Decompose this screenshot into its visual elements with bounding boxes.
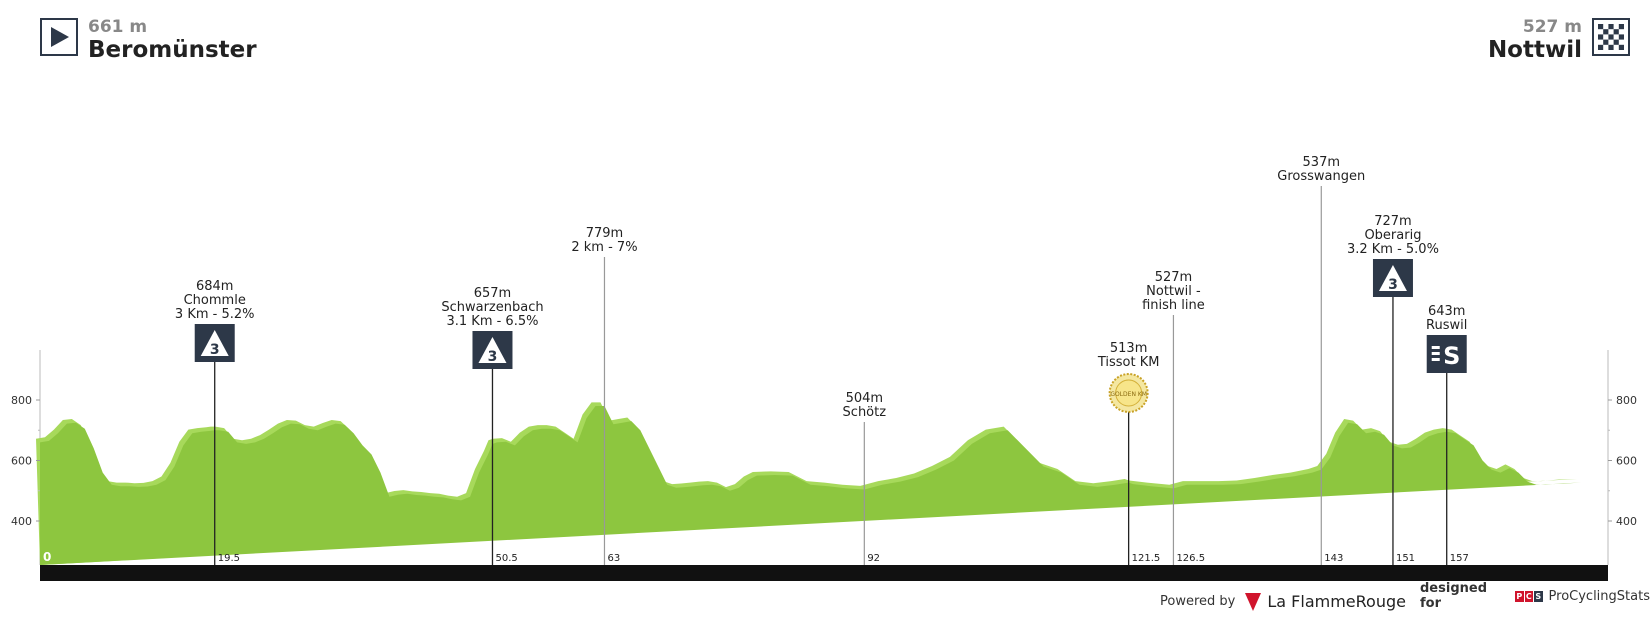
distance-label-3: 63	[607, 553, 620, 564]
sprint-letter-8: S	[1443, 342, 1460, 370]
distance-label-5: 121.5	[1132, 553, 1161, 564]
kom-category-0: 3	[210, 342, 220, 358]
flamme-rouge-icon	[1245, 592, 1262, 611]
summit-label-3-0: 504m	[846, 391, 883, 406]
summit-label-2-0: 779m	[586, 226, 623, 241]
summit-label-6-1: Grosswangen	[1277, 169, 1365, 184]
finish-elevation: 527 m	[1522, 17, 1582, 37]
summit-label-1-0: 657m	[474, 286, 511, 301]
start-elevation: 661 m	[88, 17, 148, 37]
distance-label-10: 175	[1580, 550, 1605, 564]
ytick-label-left-600: 600	[11, 455, 32, 468]
start-town: Beromünster	[88, 37, 257, 63]
summit-label-7-2: 3.2 Km - 5.0%	[1347, 242, 1439, 257]
summit-label-5-0: 527m	[1155, 270, 1192, 285]
summit-label-2-1: 2 km - 7%	[571, 240, 637, 255]
distance-label-2: 50.5	[495, 553, 517, 564]
distance-label-1: 19.5	[218, 553, 240, 564]
ytick-label-right-600: 600	[1616, 455, 1637, 468]
sprint-stripe-8-2	[1431, 358, 1440, 361]
summit-label-0-0: 684m	[196, 279, 233, 294]
ytick-label-left-800: 800	[11, 394, 32, 407]
checkered-flag-icon	[1592, 18, 1630, 56]
golden-km-text-4: GOLDEN KM	[1110, 391, 1147, 398]
finish-header: 527 m Nottwil	[1488, 18, 1630, 64]
play-icon	[40, 18, 78, 56]
distance-label-4: 92	[867, 553, 880, 564]
distance-label-8: 151	[1396, 553, 1415, 564]
ytick-label-right-400: 400	[1616, 515, 1637, 528]
summit-label-0-2: 3 Km - 5.2%	[175, 307, 255, 322]
summit-label-6-0: 537m	[1303, 155, 1340, 170]
golden-km-inner-4	[1115, 379, 1143, 407]
summit-label-8-0: 643m	[1428, 304, 1465, 319]
la-flamme-rouge-logo: La FlammeRouge	[1245, 592, 1406, 611]
summit-label-8-1: Ruswil	[1426, 318, 1467, 333]
summit-label-7-1: Oberarig	[1364, 228, 1421, 243]
pcs-box-c: C	[1524, 590, 1534, 602]
ytick-label-left-400: 400	[11, 515, 32, 528]
kom-triangle-icon-1	[478, 337, 507, 363]
kom-triangle-icon-7	[1378, 265, 1407, 291]
sprint-stripe-8-0	[1431, 346, 1440, 349]
kom-category-7: 3	[1388, 277, 1398, 293]
summit-label-5-1: Nottwil -	[1146, 284, 1201, 299]
designed-brand: ProCyclingStats	[1548, 588, 1650, 604]
distance-label-0: 0	[43, 550, 51, 564]
designed-label: designed for	[1420, 581, 1487, 611]
distance-label-7: 143	[1324, 553, 1343, 564]
kom-triangle-icon-0	[200, 330, 229, 356]
designed-for: designed for P C S ProCyclingStats	[1420, 581, 1650, 611]
terrain-front-area	[40, 406, 1582, 565]
summit-label-3-1: Schötz	[843, 405, 887, 420]
start-header: 661 m Beromünster	[40, 18, 257, 64]
summit-label-1-1: Schwarzenbach	[441, 300, 543, 315]
summit-label-5-2: finish line	[1142, 298, 1205, 313]
powered-by: Powered by La FlammeRouge	[1160, 592, 1406, 611]
sprint-stripe-8-1	[1431, 352, 1440, 355]
powered-brand: La FlammeRouge	[1267, 592, 1406, 611]
summit-label-4-0: 513m	[1110, 341, 1147, 356]
finish-town: Nottwil	[1487, 37, 1582, 63]
summit-label-1-2: 3.1 Km - 6.5%	[446, 314, 538, 329]
ytick-label-right-800: 800	[1616, 394, 1637, 407]
kom-category-1: 3	[488, 349, 498, 365]
distance-label-6: 126.5	[1176, 553, 1205, 564]
distance-label-9: 157	[1450, 553, 1469, 564]
pcs-box-p: P	[1515, 590, 1524, 602]
pcs-box-s: S	[1534, 590, 1543, 602]
summit-label-0-1: Chommle	[184, 293, 246, 308]
summit-label-7-0: 727m	[1374, 214, 1411, 229]
summit-label-4-1: Tissot KM	[1097, 355, 1160, 370]
powered-label: Powered by	[1160, 594, 1236, 609]
distance-base-bar	[40, 565, 1608, 581]
